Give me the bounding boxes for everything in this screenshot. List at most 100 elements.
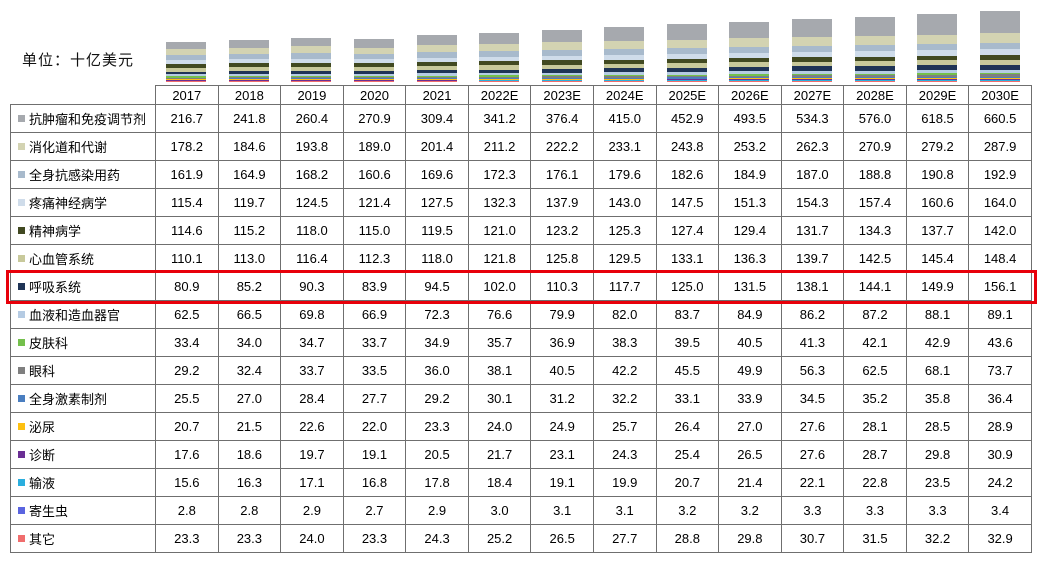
value-cell: 124.5 bbox=[280, 188, 344, 217]
bar-segment bbox=[291, 79, 332, 80]
value-cell: 72.3 bbox=[405, 300, 469, 329]
bar-segment bbox=[666, 67, 707, 72]
bar-segment bbox=[979, 64, 1020, 70]
value-cell: 33.7 bbox=[342, 328, 407, 357]
stacked-bar-2023E bbox=[530, 6, 593, 82]
value-cell: 22.6 bbox=[280, 412, 344, 441]
bar-segment bbox=[354, 71, 395, 74]
value-cell: 76.6 bbox=[467, 300, 532, 329]
value-cell: 178.2 bbox=[155, 132, 219, 161]
value-cell: 164.0 bbox=[968, 188, 1032, 217]
value-cell: 29.2 bbox=[405, 384, 469, 413]
value-cell: 27.6 bbox=[780, 412, 845, 441]
bar-segment bbox=[166, 64, 207, 68]
category-marker-icon bbox=[18, 535, 25, 542]
value-cell: 17.6 bbox=[155, 440, 219, 469]
value-cell: 33.1 bbox=[655, 384, 720, 413]
value-cell: 115.0 bbox=[342, 216, 407, 245]
bar-segment bbox=[917, 74, 958, 77]
value-cell: 28.5 bbox=[905, 412, 970, 441]
bar-segment bbox=[604, 81, 645, 82]
bar-segment bbox=[917, 50, 958, 56]
value-cell: 119.5 bbox=[405, 216, 469, 245]
bar-segment bbox=[228, 63, 269, 68]
value-cell: 156.1 bbox=[968, 272, 1032, 301]
bar-segment bbox=[228, 71, 269, 74]
bar-segment bbox=[792, 80, 833, 81]
bar-segment bbox=[354, 53, 395, 60]
value-cell: 29.8 bbox=[718, 524, 782, 553]
value-cell: 3.1 bbox=[530, 496, 594, 525]
category-label: 血液和造血器官 bbox=[29, 308, 121, 323]
bar-segment bbox=[291, 37, 332, 47]
bar-segment bbox=[666, 39, 707, 48]
bar-segment bbox=[666, 53, 707, 59]
bar-segment bbox=[354, 79, 395, 81]
bar-segment bbox=[291, 78, 332, 80]
value-cell: 118.0 bbox=[280, 216, 344, 245]
unit-label: 单位：十亿美元 bbox=[22, 52, 135, 69]
bar-segment bbox=[854, 79, 895, 81]
category-label-cell: 心血管系统 bbox=[10, 244, 156, 273]
value-cell: 157.4 bbox=[843, 188, 907, 217]
table-row: 全身激素制剂 25.5 27.0 28.4 27.7 29.2 30.1 31.2 32.2 33… bbox=[10, 384, 1032, 413]
bar-segment bbox=[541, 29, 582, 43]
value-cell: 415.0 bbox=[592, 104, 657, 133]
value-cell: 39.5 bbox=[655, 328, 720, 357]
bar-segment bbox=[291, 58, 332, 63]
value-cell: 145.4 bbox=[905, 244, 970, 273]
bar-segment bbox=[854, 16, 895, 36]
bar-segment bbox=[979, 59, 1020, 65]
value-cell: 89.1 bbox=[968, 300, 1032, 329]
bar-segment bbox=[541, 64, 582, 69]
value-cell: 90.3 bbox=[280, 272, 344, 301]
bar-segment bbox=[604, 41, 645, 49]
value-cell: 23.3 bbox=[217, 524, 282, 553]
value-cell: 32.4 bbox=[217, 356, 282, 385]
category-label: 心血管系统 bbox=[29, 252, 95, 267]
bar-segment bbox=[479, 81, 520, 82]
value-cell: 24.0 bbox=[467, 412, 532, 441]
value-cell: 34.7 bbox=[280, 328, 344, 357]
bar-segment bbox=[166, 71, 207, 75]
bar-segment bbox=[917, 70, 958, 74]
value-cell: 121.8 bbox=[467, 244, 532, 273]
value-cell: 24.3 bbox=[405, 524, 469, 553]
bar-segment bbox=[291, 66, 332, 71]
bar-segment bbox=[792, 80, 833, 82]
year-header-2019: 2019 bbox=[280, 85, 344, 105]
value-cell: 161.9 bbox=[155, 160, 219, 189]
value-cell: 110.1 bbox=[155, 244, 219, 273]
year-header-2028E: 2028E bbox=[843, 85, 907, 105]
value-cell: 28.8 bbox=[655, 524, 720, 553]
category-label-cell: 精神病学 bbox=[10, 216, 156, 245]
value-cell: 114.6 bbox=[155, 216, 219, 245]
category-marker-icon bbox=[18, 227, 25, 234]
bar-segment bbox=[854, 35, 895, 45]
value-cell: 201.4 bbox=[405, 132, 469, 161]
bar-segment bbox=[166, 48, 207, 55]
bar-segment bbox=[729, 75, 770, 78]
value-cell: 189.0 bbox=[342, 132, 407, 161]
stacked-bar-2026E bbox=[718, 6, 781, 82]
bar-segment bbox=[541, 81, 582, 82]
value-cell: 34.9 bbox=[405, 328, 469, 357]
value-cell: 116.4 bbox=[280, 244, 344, 273]
bar-segment bbox=[979, 69, 1020, 73]
table-row: 泌尿 20.7 21.5 22.6 22.0 23.3 24.0 24.9 25.7 26.4 27… bbox=[10, 412, 1032, 441]
category-marker-icon bbox=[18, 143, 25, 150]
bar-segment bbox=[416, 75, 457, 77]
category-label-cell: 血液和造血器官 bbox=[10, 300, 156, 329]
value-cell: 33.9 bbox=[718, 384, 782, 413]
bar-segment bbox=[854, 80, 895, 82]
bar-segment bbox=[291, 77, 332, 79]
value-cell: 19.1 bbox=[342, 440, 407, 469]
category-marker-icon bbox=[18, 507, 25, 514]
bar-segment bbox=[354, 67, 395, 72]
bar-segment bbox=[666, 78, 707, 80]
bar-segment bbox=[979, 80, 1020, 82]
value-cell: 493.5 bbox=[718, 104, 782, 133]
value-cell: 49.9 bbox=[718, 356, 782, 385]
value-cell: 113.0 bbox=[217, 244, 282, 273]
bar-segment bbox=[479, 75, 520, 77]
